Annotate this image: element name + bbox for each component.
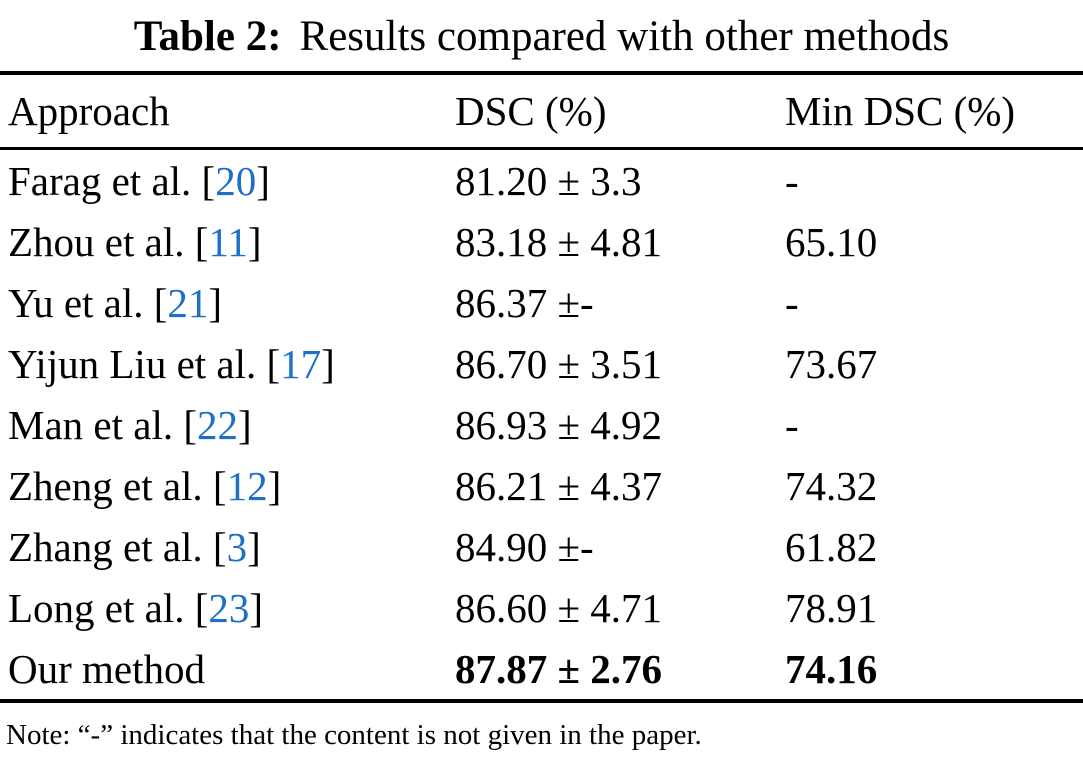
min-dsc-cell: - — [785, 401, 799, 448]
dsc-cell: 86.70 ± 3.51 — [455, 340, 663, 387]
citation: [11] — [195, 219, 262, 265]
table-row: Our method 87.87 ± 2.76 74.16 — [0, 638, 1083, 699]
table-row: Zhang et al. [3] 84.90 ±- 61.82 — [0, 516, 1083, 577]
approach-cell: Zheng et al. [12] — [8, 462, 455, 510]
approach-name: Man et al. — [8, 401, 174, 448]
approach-name: Yu et al. — [8, 279, 144, 326]
dsc-cell: 83.18 ± 4.81 — [455, 218, 663, 265]
table-note: Note: “-” indicates that the content is … — [6, 719, 702, 751]
citation: [23] — [195, 585, 263, 631]
table-caption-label: Table 2: — [133, 13, 282, 60]
citation-bracket-close: ] — [238, 401, 252, 448]
citation-bracket-open: [ — [212, 523, 227, 570]
table-bottom-rule — [0, 699, 1083, 703]
table-row: Farag et al. [20] 81.20 ± 3.3- — [0, 150, 1083, 211]
citation: [21] — [154, 280, 222, 326]
citation-bracket-open: [ — [201, 157, 216, 204]
table-row: Yijun Liu et al. [17] 86.70 ± 3.51 73.67 — [0, 333, 1083, 394]
citation-bracket-close: ] — [247, 218, 262, 265]
column-header-dsc: DSC (%) — [455, 88, 607, 134]
citation-bracket-close: ] — [249, 584, 264, 631]
citation-bracket-close: ] — [208, 279, 223, 326]
approach-cell: Farag et al. [20] — [8, 157, 455, 205]
approach-cell: Yu et al. [21] — [8, 279, 455, 327]
table-row: Man et al. [22] 86.93 ± 4.92- — [0, 394, 1083, 455]
min-dsc-cell: - — [785, 157, 799, 204]
dsc-cell: 84.90 ±- — [455, 523, 594, 570]
citation-bracket-close: ] — [247, 523, 261, 570]
citation-link[interactable]: 22 — [197, 401, 238, 448]
citation-link[interactable]: 20 — [215, 157, 257, 204]
citation-bracket-close: ] — [267, 462, 282, 509]
table-row: Zheng et al. [12] 86.21 ± 4.37 74.32 — [0, 455, 1083, 516]
citation-bracket-open: [ — [266, 340, 281, 387]
dsc-cell: 87.87 ± 2.76 — [455, 645, 663, 692]
approach-cell: Long et al. [23] — [8, 584, 455, 632]
citation-bracket-close: ] — [256, 157, 270, 204]
approach-name: Zheng et al. — [8, 462, 203, 509]
table-top-rule — [0, 71, 1083, 75]
dsc-cell: 86.37 ±- — [455, 279, 594, 326]
table-header-row: Approach DSC (%) Min DSC (%) — [0, 75, 1083, 147]
table-row: Long et al. [23] 86.60 ± 4.71 78.91 — [0, 577, 1083, 638]
dsc-cell: 86.93 ± 4.92 — [455, 401, 663, 448]
column-header-approach: Approach — [8, 88, 170, 134]
dsc-cell: 81.20 ± 3.3 — [455, 157, 642, 204]
citation: [12] — [213, 463, 281, 509]
min-dsc-cell: - — [785, 279, 799, 326]
citation-bracket-open: [ — [194, 218, 209, 265]
approach-cell: Man et al. [22] — [8, 401, 455, 449]
citation: [3] — [213, 524, 261, 570]
table-body: Farag et al. [20] 81.20 ± 3.3- Zhou et al.… — [0, 150, 1083, 699]
approach-cell: Zhang et al. [3] — [8, 523, 455, 571]
citation-link[interactable]: 21 — [167, 279, 209, 326]
citation: [20] — [202, 158, 270, 204]
citation-bracket-close: ] — [321, 340, 335, 387]
table-row: Zhou et al. [11] 83.18 ± 4.81 65.10 — [0, 211, 1083, 272]
approach-name: Zhou et al. — [8, 218, 185, 265]
citation: [17] — [267, 341, 335, 387]
min-dsc-cell: 65.10 — [785, 218, 878, 265]
min-dsc-cell: 61.82 — [785, 523, 878, 570]
citation-bracket-open: [ — [212, 462, 227, 509]
min-dsc-cell: 74.16 — [785, 645, 878, 692]
table-caption-title: Results compared with other methods — [299, 13, 950, 60]
approach-name: Yijun Liu et al. — [8, 340, 257, 387]
approach-name: Long et al. — [8, 584, 185, 631]
min-dsc-cell: 73.67 — [785, 340, 878, 387]
table-caption: Table 2: Results compared with other met… — [0, 0, 1083, 71]
citation-link[interactable]: 3 — [226, 523, 248, 570]
table-row: Yu et al. [21] 86.37 ±- - — [0, 272, 1083, 333]
approach-name: Zhang et al. — [8, 523, 203, 570]
column-header-min-dsc: Min DSC (%) — [785, 88, 1016, 134]
min-dsc-cell: 74.32 — [785, 462, 878, 509]
approach-cell: Zhou et al. [11] — [8, 218, 455, 266]
citation-bracket-open: [ — [183, 401, 197, 448]
citation-bracket-open: [ — [153, 279, 168, 326]
citation-link[interactable]: 11 — [208, 218, 248, 265]
table-header-rule — [0, 147, 1083, 150]
citation-link[interactable]: 12 — [226, 462, 268, 509]
citation-bracket-open: [ — [194, 584, 209, 631]
approach-cell: Yijun Liu et al. [17] — [8, 340, 455, 388]
dsc-cell: 86.60 ± 4.71 — [455, 584, 663, 631]
citation-link[interactable]: 23 — [208, 584, 250, 631]
approach-name: Farag et al. — [8, 157, 192, 204]
citation-link[interactable]: 17 — [280, 340, 322, 387]
approach-cell: Our method — [8, 645, 455, 693]
min-dsc-cell: 78.91 — [785, 584, 878, 631]
dsc-cell: 86.21 ± 4.37 — [455, 462, 663, 509]
citation: [22] — [183, 402, 251, 448]
approach-name: Our method — [8, 645, 205, 692]
